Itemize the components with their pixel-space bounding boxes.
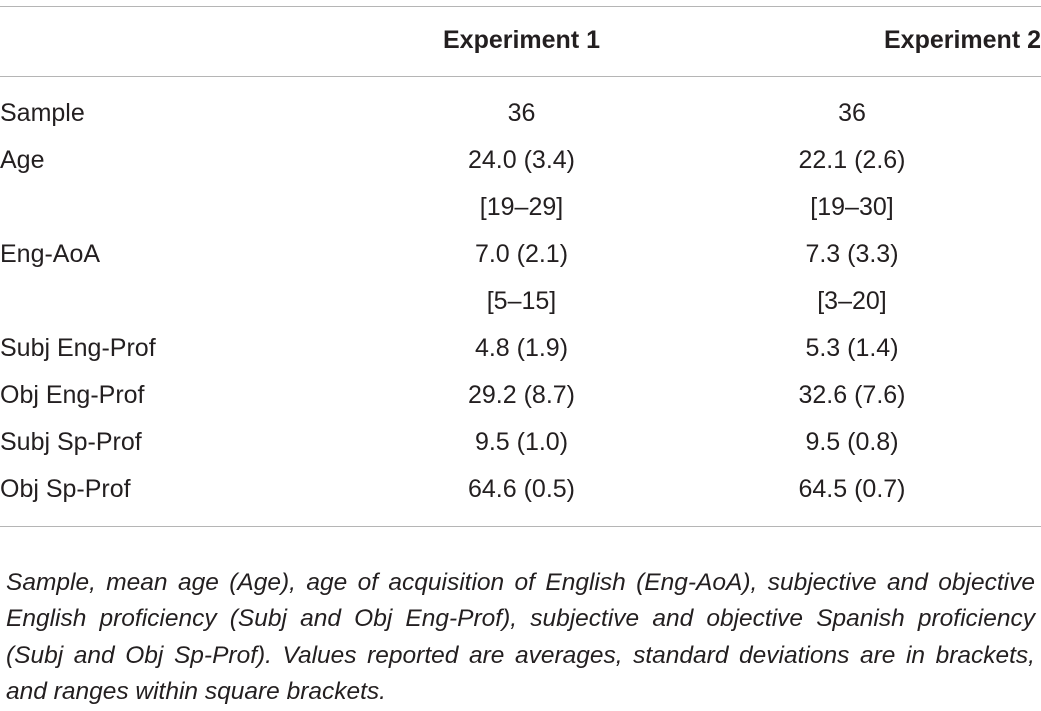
row-label: Sample — [0, 99, 85, 127]
exp1-value: 7.0 (2.1) — [474, 240, 569, 268]
table-footnote: Sample, mean age (Age), age of acquisiti… — [6, 568, 1035, 706]
row-label — [0, 278, 380, 325]
header-label-cell — [0, 0, 380, 78]
row-label: Obj Eng-Prof — [0, 381, 145, 409]
exp2-value: [3–20] — [817, 287, 887, 315]
exp2-value: [19–30] — [810, 193, 894, 221]
table-row: Eng-AoA 7.0 (2.1) 7.3 (3.3) — [0, 231, 1041, 278]
exp1-value: [5–15] — [486, 287, 557, 315]
table-row: Subj Sp-Prof 9.5 (1.0) 9.5 (0.8) — [0, 419, 1041, 466]
row-label — [0, 184, 380, 231]
exp2-value: 5.3 (1.4) — [805, 334, 899, 362]
table-row: [19–29] [19–30] — [0, 184, 1041, 231]
header-rule — [0, 76, 1041, 77]
top-rule — [0, 6, 1041, 7]
table-row: Sample 36 36 — [0, 78, 1041, 137]
exp1-value: 36 — [507, 99, 536, 127]
row-label: Subj Sp-Prof — [0, 428, 142, 456]
exp2-value: 9.5 (0.8) — [805, 428, 899, 456]
header-row: Experiment 1 Experiment 2 — [0, 0, 1041, 78]
row-label: Obj Sp-Prof — [0, 475, 131, 503]
bottom-rule — [0, 526, 1041, 527]
row-label: Eng-AoA — [0, 240, 101, 268]
exp1-value: 29.2 (8.7) — [467, 381, 575, 409]
exp1-value: 4.8 (1.9) — [474, 334, 569, 362]
exp2-value: 32.6 (7.6) — [798, 381, 906, 409]
exp1-value: 64.6 (0.5) — [467, 475, 575, 503]
exp2-value: 7.3 (3.3) — [805, 240, 899, 268]
header-experiment-2: Experiment 2 — [883, 26, 1041, 54]
exp1-value: 24.0 (3.4) — [467, 146, 575, 174]
exp1-value: [19–29] — [479, 193, 564, 221]
table-row: [5–15] [3–20] — [0, 278, 1041, 325]
table-row: Obj Eng-Prof 29.2 (8.7) 32.6 (7.6) — [0, 372, 1041, 419]
table-row: Age 24.0 (3.4) 22.1 (2.6) — [0, 137, 1041, 184]
exp2-value: 64.5 (0.7) — [798, 475, 906, 503]
exp2-value: 22.1 (2.6) — [798, 146, 906, 174]
table-row: Subj Eng-Prof 4.8 (1.9) 5.3 (1.4) — [0, 325, 1041, 372]
demographics-table: Experiment 1 Experiment 2 Sample 36 36 A… — [0, 0, 1041, 513]
exp2-value: 36 — [838, 99, 866, 127]
exp1-value: 9.5 (1.0) — [474, 428, 569, 456]
table-row: Obj Sp-Prof 64.6 (0.5) 64.5 (0.7) — [0, 466, 1041, 513]
row-label: Subj Eng-Prof — [0, 334, 156, 362]
header-experiment-1: Experiment 1 — [442, 26, 600, 54]
row-label: Age — [0, 146, 45, 174]
